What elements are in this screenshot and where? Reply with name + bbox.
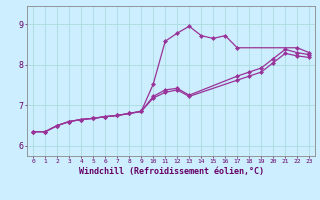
X-axis label: Windchill (Refroidissement éolien,°C): Windchill (Refroidissement éolien,°C) bbox=[79, 167, 264, 176]
